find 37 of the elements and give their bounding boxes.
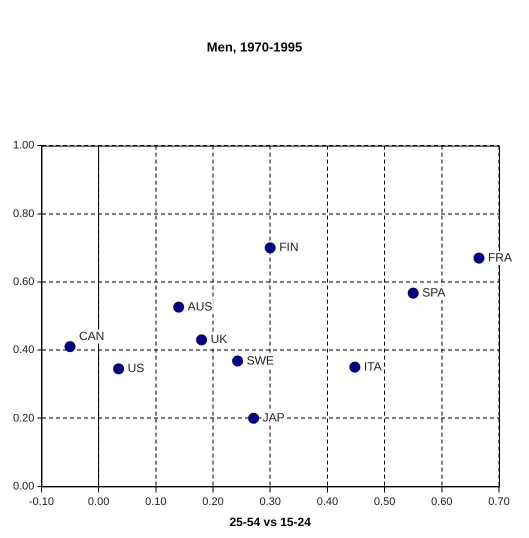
annotation: FRA	[488, 250, 512, 264]
y-tick-label: 0.00	[12, 480, 34, 492]
y-tick-label: 0.20	[12, 412, 34, 424]
annotation: AUS	[188, 299, 212, 314]
y-tick-label: 1.00	[12, 140, 34, 152]
x-tick-label: 0.50	[374, 496, 396, 508]
x-tick-label: 0.40	[316, 496, 338, 508]
point	[248, 412, 260, 424]
x-axis-title: 25-54 vs 15-24	[230, 515, 312, 530]
x-tick-label: 0.30	[259, 496, 281, 508]
annotation: SPA	[422, 285, 446, 300]
x-tick-label: 0.00	[88, 496, 110, 508]
point	[64, 341, 76, 352]
x-tick-label: 0.60	[431, 496, 453, 508]
annotation: CAN	[79, 328, 104, 343]
x-tick-label: 0.20	[202, 496, 224, 508]
point	[264, 242, 276, 254]
point	[408, 288, 419, 299]
point	[473, 252, 484, 264]
point	[232, 355, 244, 366]
x-tick-label: 0.70	[488, 496, 510, 508]
annotation: UK	[210, 332, 228, 346]
point	[113, 363, 124, 374]
point	[196, 334, 208, 346]
y-tick-label: 0.40	[12, 344, 34, 356]
y-tick-label: 0.80	[12, 208, 34, 220]
point	[173, 302, 184, 313]
point	[349, 362, 360, 373]
annotation: ITA	[364, 359, 382, 374]
annotation: US	[128, 361, 144, 376]
x-tick-label: 0.10	[145, 496, 167, 508]
annotation: JAP	[262, 410, 285, 425]
y-tick-label: 0.60	[12, 276, 34, 288]
x-tick-label: -0.10	[28, 496, 54, 508]
chart-title: Men, 1970-1995	[206, 39, 302, 54]
annotation: FIN	[279, 240, 299, 254]
annotation: SWE	[246, 353, 274, 368]
